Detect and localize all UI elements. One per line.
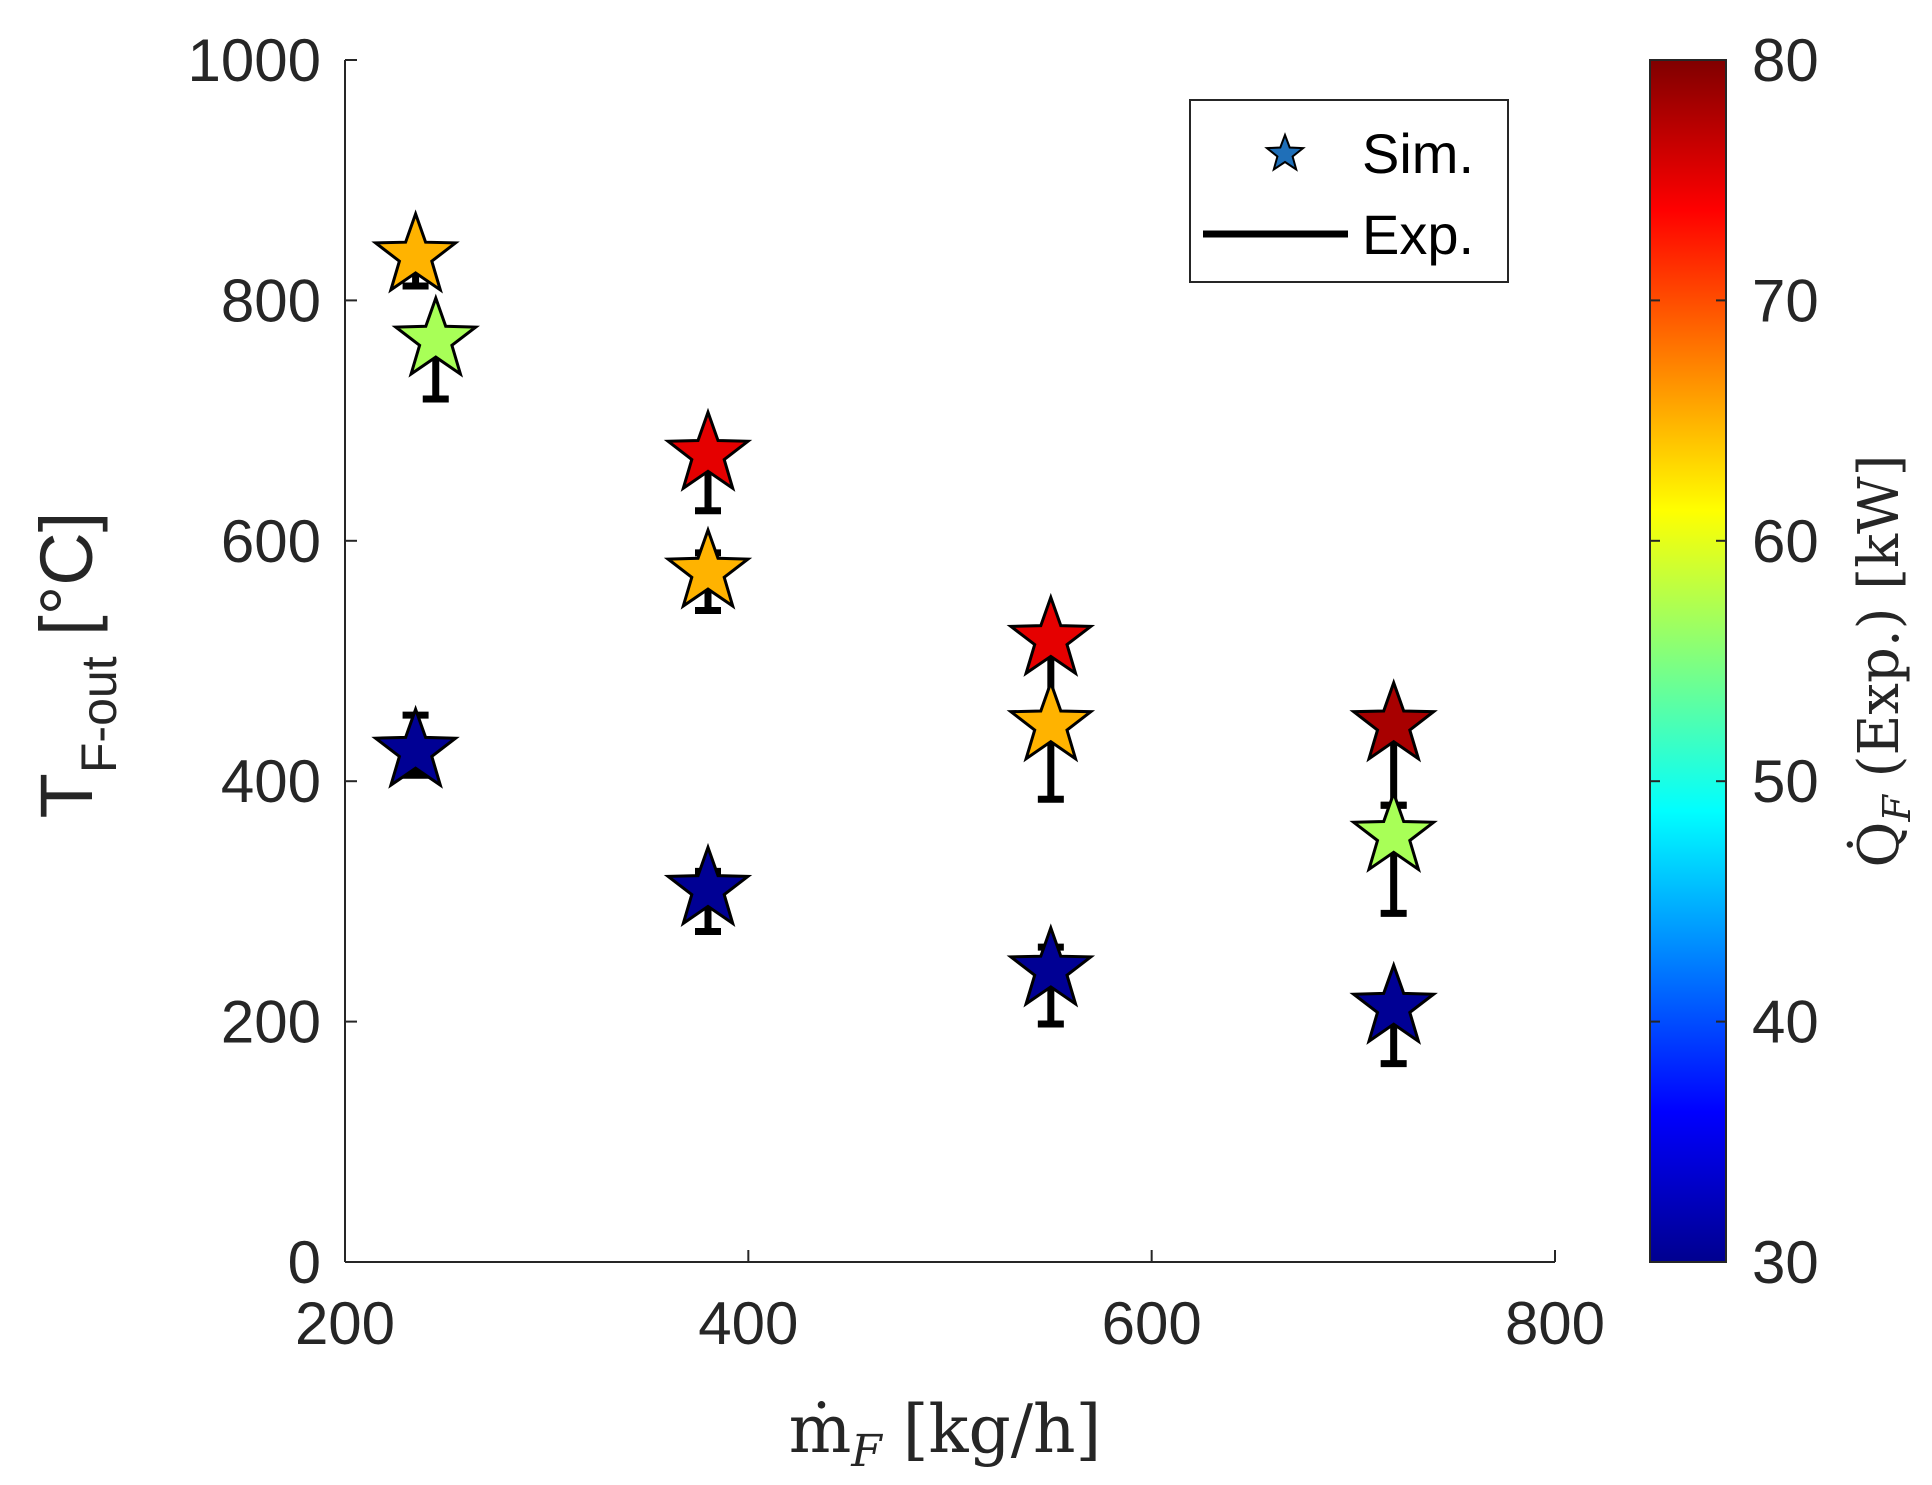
sim-star-marker: [1006, 592, 1096, 677]
x-axis-label: ṁF [kg/h]: [789, 1391, 1102, 1477]
x-tick-label: 400: [698, 1290, 798, 1357]
legend: Sim. Exp.: [1189, 99, 1509, 283]
legend-box: [1189, 99, 1509, 283]
y-tick-label: 0: [288, 1229, 321, 1296]
colorbar-label-unit: (Exp.) [kW]: [1847, 455, 1912, 796]
x-axis-label-sub: F: [850, 1426, 883, 1477]
sim-star-marker: [663, 407, 753, 492]
sim-star-marker: [663, 525, 753, 610]
sim-star-marker: [1349, 960, 1438, 1045]
legend-star-icon: [1264, 132, 1306, 172]
sim-star-marker: [1349, 788, 1438, 873]
colorbar-tick-label: 60: [1752, 508, 1819, 575]
colorbar: 30 40 50 60 70 80 Q̇F (Exp.) [kW]: [1649, 27, 1919, 1296]
y-tick-label: 800: [221, 267, 321, 334]
sim-star-marker: [391, 293, 480, 378]
colorbar-label-sub: F: [1875, 794, 1919, 823]
legend-sim-marker: [1264, 132, 1306, 172]
colorbar-tick-label: 50: [1752, 748, 1819, 815]
x-axis: 200 400 600 800: [295, 1250, 1605, 1357]
y-tick-label: 1000: [188, 27, 321, 94]
colorbar-gradient: [1649, 59, 1727, 1263]
sim-star-marker: [371, 209, 460, 294]
y-axis: 0 200 400 600 800 1000: [188, 27, 357, 1296]
x-tick-label: 800: [1505, 1290, 1605, 1357]
x-axis-label-unit: [kg/h]: [882, 1391, 1101, 1468]
sim-star-marker: [1006, 678, 1096, 763]
colorbar-tick-label: 30: [1752, 1229, 1819, 1296]
colorbar-label-main: Q̇: [1846, 822, 1912, 868]
plot-area: [344, 60, 1555, 1263]
exp-errorbars: [402, 251, 1407, 1068]
colorbar-tick-label: 40: [1752, 989, 1819, 1056]
colorbar-ticks: 30 40 50 60 70 80: [1650, 27, 1819, 1296]
y-axis-label-sub: F-out: [71, 656, 127, 773]
sim-markers: [371, 209, 1438, 1045]
y-axis-label: TF-out [°C]: [25, 512, 127, 819]
legend-exp-label: Exp.: [1362, 203, 1474, 266]
x-tick-label: 200: [295, 1290, 395, 1357]
sim-star-marker: [663, 842, 753, 928]
y-tick-label: 200: [221, 989, 321, 1056]
colorbar-label: Q̇F (Exp.) [kW]: [1846, 455, 1919, 868]
y-tick-label: 400: [221, 748, 321, 815]
colorbar-tick-label: 70: [1752, 267, 1819, 334]
sim-star-marker: [371, 704, 460, 789]
y-axis-label-unit: [°C]: [25, 512, 108, 657]
sim-star-marker: [1349, 678, 1438, 763]
x-axis-label-main: ṁ: [789, 1391, 852, 1468]
y-axis-label-main: T: [25, 773, 108, 818]
colorbar-tick-label: 80: [1752, 27, 1819, 94]
sim-star-marker: [1006, 923, 1096, 1008]
y-tick-label: 600: [221, 508, 321, 575]
x-tick-label: 600: [1102, 1290, 1202, 1357]
legend-sim-label: Sim.: [1362, 122, 1474, 185]
